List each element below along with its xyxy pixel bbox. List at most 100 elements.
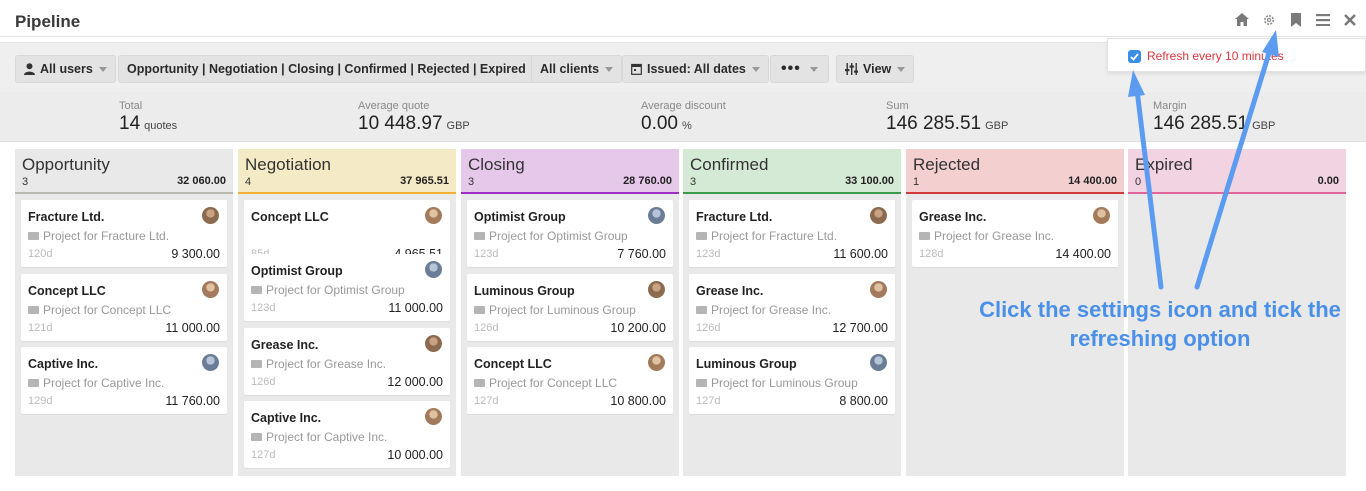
card-project-label: Project for Fracture Ltd. — [711, 229, 838, 243]
issued-filter-button[interactable]: Issued: All dates — [622, 55, 769, 83]
column-header[interactable]: Closing 3 28 760.00 — [461, 149, 679, 194]
view-button[interactable]: View — [836, 55, 915, 83]
card-client: Grease Inc. — [251, 338, 319, 352]
avatar — [648, 281, 665, 298]
card-project: Project for Optimist Group — [251, 283, 405, 297]
chevron-down-icon — [751, 66, 760, 72]
column-sum: 33 100.00 — [845, 175, 894, 187]
column-header[interactable]: Rejected 1 14 400.00 — [906, 149, 1124, 194]
briefcase-icon — [474, 306, 485, 314]
card-amount: 8 800.00 — [839, 394, 888, 408]
stages-filter-button[interactable]: Opportunity | Negotiation | Closing | Co… — [118, 55, 549, 83]
column-title: Confirmed — [690, 155, 769, 174]
pipeline-board: Opportunity 3 32 060.00 Fracture Ltd. Projec… — [0, 149, 1366, 476]
view-label: View — [863, 62, 892, 76]
column-header[interactable]: Expired 0 0.00 — [1128, 149, 1346, 194]
column-confirmed: Confirmed 3 33 100.00 Fracture Ltd. Project … — [683, 149, 901, 476]
stat-total: Total 14 quotes — [119, 100, 177, 135]
card-client: Optimist Group — [474, 210, 566, 224]
briefcase-icon — [919, 232, 930, 240]
chevron-down-icon — [809, 66, 818, 72]
annotation-line-2: refreshing option — [1069, 326, 1251, 351]
menu-icon[interactable] — [1314, 11, 1331, 28]
stat-total-value: 14 — [119, 113, 141, 134]
briefcase-icon — [251, 360, 262, 368]
column-header[interactable]: Negotiation 4 37 965.51 — [238, 149, 456, 194]
quote-card[interactable]: Optimist Group Project for Optimist Group… — [467, 200, 673, 267]
stat-margin: Margin 146 285.51 GBP — [1153, 100, 1275, 135]
gear-icon[interactable] — [1260, 11, 1277, 28]
quote-card[interactable]: Grease Inc. Project for Grease Inc. 126d 12… — [689, 274, 895, 341]
refresh-checkbox[interactable] — [1128, 50, 1141, 63]
briefcase-icon — [251, 433, 262, 441]
avatar — [202, 281, 219, 298]
quote-card[interactable]: Concept LLC Project for Concept LLC 121d 11… — [21, 274, 227, 341]
card-age: 129d — [28, 395, 53, 407]
users-filter-label: All users — [40, 62, 93, 76]
stat-margin-unit: GBP — [1252, 120, 1276, 132]
quote-card[interactable]: Grease Inc. Project for Grease Inc. 128d 14… — [912, 200, 1118, 267]
card-project: Project for Captive Inc. — [28, 376, 164, 390]
column-title: Expired — [1135, 155, 1193, 174]
home-icon[interactable] — [1233, 11, 1250, 28]
card-age: 127d — [696, 395, 721, 407]
card-client: Concept LLC — [251, 210, 329, 224]
stat-average-quote-label: Average quote — [358, 100, 430, 112]
quote-card[interactable]: Fracture Ltd. Project for Fracture Ltd. 12… — [21, 200, 227, 267]
card-amount: 14 400.00 — [1055, 247, 1111, 261]
card-project: Project for Captive Inc. — [251, 430, 387, 444]
card-age: 126d — [251, 376, 276, 388]
card-amount: 11 760.00 — [165, 394, 220, 408]
column-header[interactable]: Confirmed 3 33 100.00 — [683, 149, 901, 194]
page-title: Pipeline — [15, 12, 81, 31]
quote-card[interactable]: Captive Inc. Project for Captive Inc. 127d… — [244, 401, 450, 468]
stat-sum-value: 146 285.51 — [886, 113, 982, 134]
card-amount: 9 300.00 — [171, 247, 220, 261]
users-filter-button[interactable]: All users — [15, 55, 116, 83]
card-amount: 7 760.00 — [617, 247, 666, 261]
stat-sum-label: Sum — [886, 100, 909, 112]
chevron-down-icon — [605, 66, 614, 72]
card-age: 126d — [696, 322, 721, 334]
column-header[interactable]: Opportunity 3 32 060.00 — [15, 149, 233, 194]
bookmark-icon[interactable] — [1287, 11, 1304, 28]
chevron-down-icon — [897, 66, 906, 72]
column-closing: Closing 3 28 760.00 Optimist Group Project f… — [461, 149, 679, 476]
quote-card[interactable]: Grease Inc. Project for Grease Inc. 126d 12… — [244, 328, 450, 395]
card-project-label: Project for Concept LLC — [43, 303, 172, 317]
quote-card[interactable]: Luminous Group Project for Luminous Group… — [467, 274, 673, 341]
card-amount: 12 700.00 — [832, 321, 888, 335]
column-count: 0 — [1135, 176, 1142, 188]
stats-bar: Total 14 quotes Average quote 10 448.97 GB… — [0, 92, 1366, 142]
quote-card[interactable]: Fracture Ltd. Project for Fracture Ltd. 12… — [689, 200, 895, 267]
card-project-label: Project for Luminous Group — [489, 303, 636, 317]
settings-popup: Refresh every 10 minutes — [1107, 38, 1366, 72]
refresh-checkbox-label[interactable]: Refresh every 10 minutes — [1147, 49, 1284, 63]
card-client: Concept LLC — [28, 284, 106, 298]
more-options-button[interactable]: ••• — [770, 55, 829, 83]
card-client: Grease Inc. — [919, 210, 987, 224]
card-age: 128d — [919, 248, 944, 260]
quote-card[interactable]: Luminous Group Project for Luminous Group… — [689, 347, 895, 414]
card-project-label: Project for Concept LLC — [489, 376, 618, 390]
briefcase-icon — [251, 286, 262, 294]
user-icon — [24, 63, 35, 75]
clients-filter-button[interactable]: All clients — [531, 55, 623, 83]
column-sum: 37 965.51 — [400, 175, 449, 187]
card-project-label: Project for Captive Inc. — [43, 376, 165, 390]
close-icon[interactable] — [1341, 11, 1358, 28]
column-sum: 0.00 — [1317, 175, 1339, 187]
card-client: Concept LLC — [474, 357, 552, 371]
quote-card[interactable]: Concept LLC Project for Concept LLC 127d 10… — [467, 347, 673, 414]
quote-card[interactable]: Optimist Group Project for Optimist Group… — [244, 254, 450, 321]
card-client: Captive Inc. — [28, 357, 99, 371]
quote-card[interactable]: Captive Inc. Project for Captive Inc. 129d… — [21, 347, 227, 414]
avatar — [648, 354, 665, 371]
avatar — [202, 207, 219, 224]
column-sum: 14 400.00 — [1068, 175, 1117, 187]
card-age: 123d — [251, 302, 276, 314]
column-sum: 28 760.00 — [623, 175, 672, 187]
column-rejected: Rejected 1 14 400.00 Grease Inc. Project for… — [906, 149, 1124, 476]
card-project: Project for Grease Inc. — [696, 303, 831, 317]
